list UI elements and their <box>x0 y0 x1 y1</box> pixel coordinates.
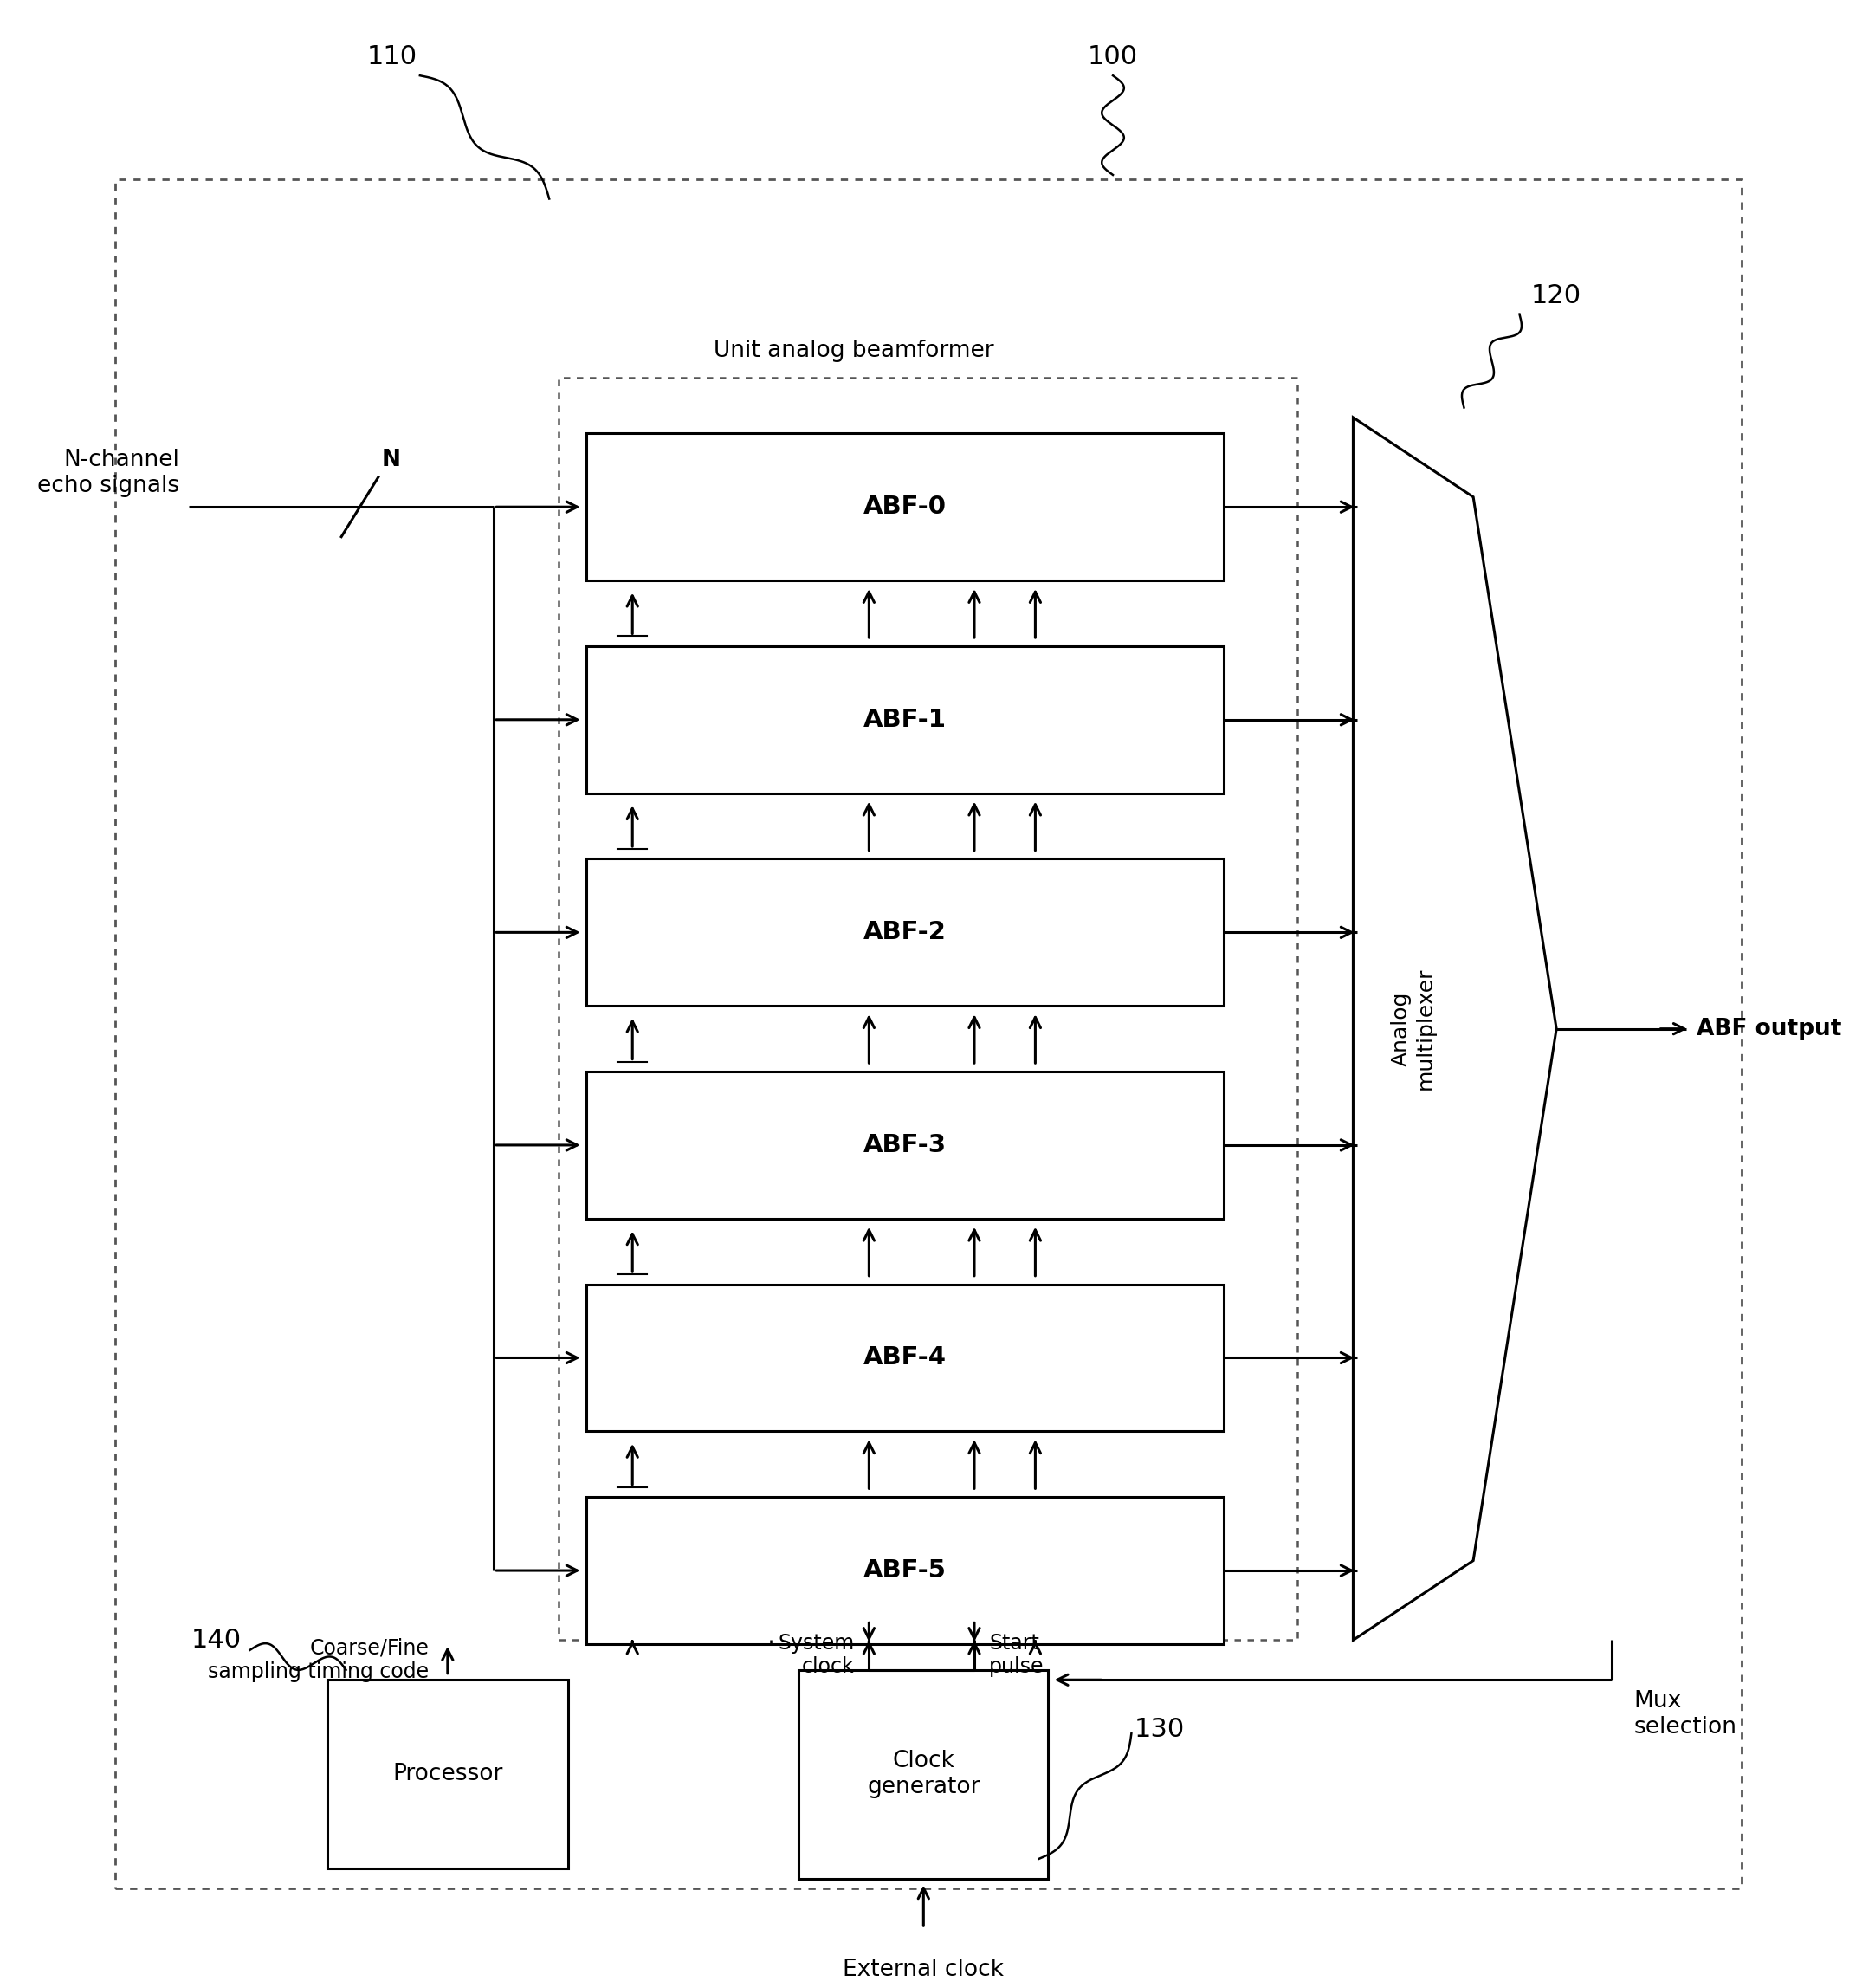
Text: Start
pulse: Start pulse <box>990 1632 1044 1678</box>
Text: Analog
multiplexer: Analog multiplexer <box>1391 968 1436 1089</box>
Bar <box>587 646 1224 793</box>
Text: 120: 120 <box>1532 282 1582 308</box>
Text: ABF-5: ABF-5 <box>864 1559 947 1582</box>
Bar <box>587 1072 1224 1219</box>
Bar <box>587 1497 1224 1644</box>
Bar <box>587 1284 1224 1431</box>
Bar <box>559 378 1297 1640</box>
Text: ABF-0: ABF-0 <box>863 495 947 519</box>
Text: Clock
generator: Clock generator <box>866 1749 981 1799</box>
Text: Unit analog beamformer: Unit analog beamformer <box>714 340 994 362</box>
Text: Processor: Processor <box>392 1763 502 1785</box>
Text: System
clock: System clock <box>778 1632 855 1678</box>
Text: 140: 140 <box>191 1628 242 1652</box>
Text: Mux
selection: Mux selection <box>1633 1690 1736 1738</box>
Text: ABF output: ABF output <box>1697 1018 1841 1040</box>
Text: 110: 110 <box>368 44 418 70</box>
Text: ABF-3: ABF-3 <box>863 1133 947 1157</box>
Bar <box>114 179 1742 1889</box>
Text: ABF-4: ABF-4 <box>863 1346 947 1370</box>
Text: N: N <box>382 449 401 471</box>
Polygon shape <box>1354 417 1556 1640</box>
Bar <box>799 1670 1048 1879</box>
Bar <box>587 859 1224 1006</box>
Text: 100: 100 <box>1087 44 1138 70</box>
Text: 130: 130 <box>1134 1718 1185 1741</box>
Text: ABF-2: ABF-2 <box>864 920 947 944</box>
Text: External clock: External clock <box>844 1958 1003 1980</box>
Bar <box>328 1680 568 1869</box>
Text: Coarse/Fine
sampling timing code: Coarse/Fine sampling timing code <box>208 1638 429 1682</box>
Text: N-channel
echo signals: N-channel echo signals <box>38 449 180 497</box>
Bar <box>587 433 1224 580</box>
Text: ABF-1: ABF-1 <box>863 708 947 732</box>
